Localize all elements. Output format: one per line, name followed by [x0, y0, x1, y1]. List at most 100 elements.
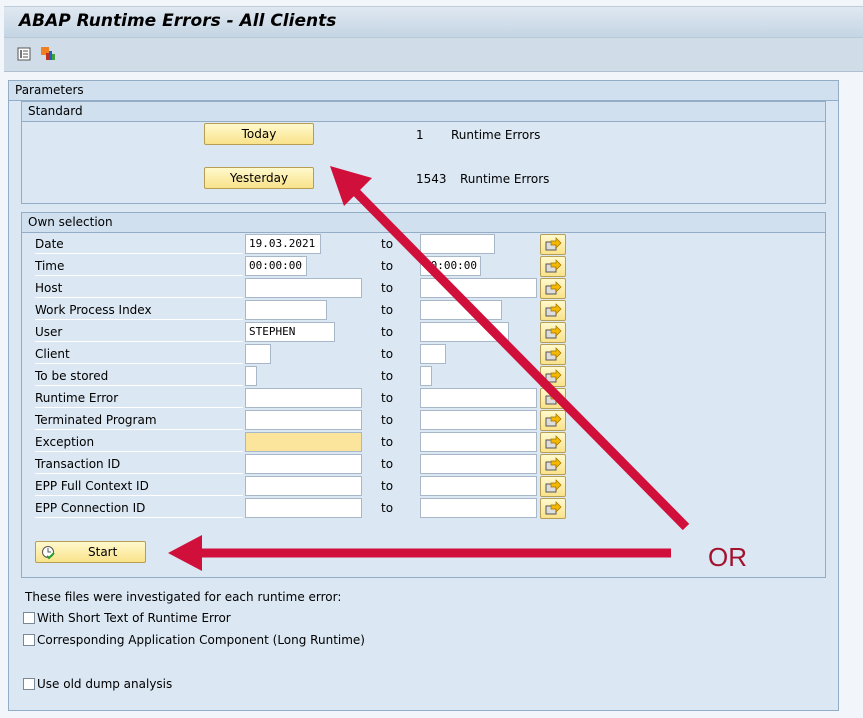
multiple-selection-icon [545, 237, 562, 251]
to-label: to [381, 347, 394, 361]
multiple-selection-button[interactable] [540, 432, 566, 453]
work-process-index-label: Work Process Index [35, 300, 243, 320]
title-bar: ABAP Runtime Errors - All Clients [4, 6, 863, 38]
high-value-input[interactable] [420, 410, 537, 430]
today-button[interactable]: Today [204, 123, 314, 145]
yesterday-text: Runtime Errors [460, 172, 550, 186]
to-label: to [381, 435, 394, 449]
epp-full-context-id-label: EPP Full Context ID [35, 476, 243, 496]
start-button[interactable]: Start [35, 541, 146, 563]
multiple-selection-button[interactable] [540, 476, 566, 497]
multiple-selection-icon [545, 303, 562, 317]
today-text: Runtime Errors [451, 128, 541, 142]
info-text: These files were investigated for each r… [25, 590, 342, 604]
to-label: to [381, 237, 394, 251]
to-be-stored-label: To be stored [35, 366, 243, 386]
multiple-selection-icon [545, 281, 562, 295]
multiple-selection-icon [545, 347, 562, 361]
page-title: ABAP Runtime Errors - All Clients [19, 11, 337, 31]
low-value-input[interactable]: STEPHEN [245, 322, 335, 342]
multiple-selection-icon [545, 457, 562, 471]
epp-connection-id-label: EPP Connection ID [35, 498, 243, 518]
time-label: Time [35, 256, 243, 276]
execute-clock-icon [42, 546, 55, 560]
low-value-input[interactable] [245, 300, 327, 320]
old-dump-checkbox[interactable] [23, 678, 35, 690]
start-label: Start [88, 545, 118, 559]
high-value-input[interactable] [420, 344, 446, 364]
low-value-input[interactable] [245, 498, 362, 518]
user-label: User [35, 322, 243, 342]
low-value-input[interactable] [245, 432, 362, 452]
arrow-to-yesterday [330, 166, 690, 531]
low-value-input[interactable] [245, 410, 362, 430]
list-icon[interactable] [17, 47, 31, 61]
yesterday-count: 1543 [416, 172, 447, 186]
multiple-selection-icon [545, 413, 562, 427]
high-value-input[interactable] [420, 234, 495, 254]
multiple-selection-icon [545, 325, 562, 339]
multiple-selection-icon [545, 501, 562, 515]
multiple-selection-button[interactable] [540, 454, 566, 475]
transaction-id-label: Transaction ID [35, 454, 243, 474]
host-label: Host [35, 278, 243, 298]
standard-group: Standard Today 1 Runtime Errors Yesterda… [21, 101, 826, 204]
multiple-selection-button[interactable] [540, 498, 566, 519]
low-value-input[interactable]: 19.03.2021 [245, 234, 321, 254]
own-selection-heading: Own selection [22, 213, 825, 233]
short-text-checkbox[interactable] [23, 612, 35, 624]
yesterday-button[interactable]: Yesterday [204, 167, 314, 189]
low-value-input[interactable]: 00:00:00 [245, 256, 307, 276]
to-label: to [381, 391, 394, 405]
multiple-selection-button[interactable] [540, 300, 566, 321]
toolbar [4, 38, 863, 72]
low-value-input[interactable] [245, 278, 362, 298]
low-value-input[interactable] [245, 366, 257, 386]
parameters-heading: Parameters [9, 81, 838, 101]
short-text-label: With Short Text of Runtime Error [37, 611, 231, 625]
multiple-selection-icon [545, 435, 562, 449]
chart-icon[interactable] [41, 47, 55, 61]
low-value-input[interactable] [245, 454, 362, 474]
to-label: to [381, 501, 394, 515]
app-component-checkbox[interactable] [23, 634, 35, 646]
high-value-input[interactable] [420, 366, 432, 386]
multiple-selection-icon [545, 259, 562, 273]
own-selection-group: Own selection Start Date 19.03.2021 to Time… [21, 212, 826, 578]
to-label: to [381, 303, 394, 317]
low-value-input[interactable] [245, 388, 362, 408]
low-value-input[interactable] [245, 344, 271, 364]
to-label: to [381, 457, 394, 471]
today-count: 1 [416, 128, 424, 142]
multiple-selection-button[interactable] [540, 234, 566, 255]
to-label: to [381, 325, 394, 339]
low-value-input[interactable] [245, 476, 362, 496]
terminated-program-label: Terminated Program [35, 410, 243, 430]
to-label: to [381, 369, 394, 383]
runtime-error-label: Runtime Error [35, 388, 243, 408]
high-value-input[interactable] [420, 388, 537, 408]
arrow-to-start [168, 535, 671, 571]
old-dump-label: Use old dump analysis [37, 677, 173, 691]
high-value-input[interactable] [420, 454, 537, 474]
high-value-input[interactable] [420, 476, 537, 496]
to-label: to [381, 413, 394, 427]
standard-heading: Standard [22, 102, 825, 122]
high-value-input[interactable] [420, 498, 537, 518]
multiple-selection-icon [545, 479, 562, 493]
multiple-selection-button[interactable] [540, 278, 566, 299]
to-label: to [381, 259, 394, 273]
date-label: Date [35, 234, 243, 254]
high-value-input[interactable] [420, 432, 537, 452]
multiple-selection-button[interactable] [540, 410, 566, 431]
multiple-selection-button[interactable] [540, 256, 566, 277]
to-label: to [381, 479, 394, 493]
client-label: Client [35, 344, 243, 364]
multiple-selection-button[interactable] [540, 344, 566, 365]
exception-label: Exception [35, 432, 243, 452]
or-label: OR [708, 542, 747, 572]
app-component-label: Corresponding Application Component (Lon… [37, 633, 365, 647]
to-label: to [381, 281, 394, 295]
multiple-selection-button[interactable] [540, 322, 566, 343]
